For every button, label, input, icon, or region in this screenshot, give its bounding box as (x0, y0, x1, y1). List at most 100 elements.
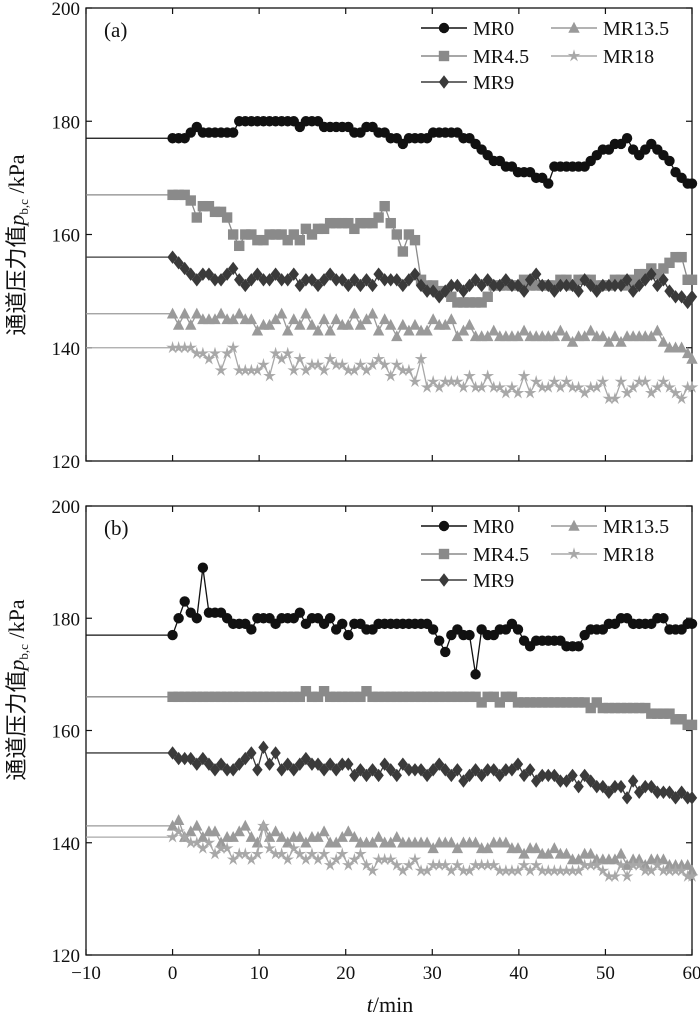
data-point (372, 324, 385, 336)
data-point (246, 273, 257, 287)
data-point (664, 284, 675, 298)
data-point (197, 267, 209, 281)
data-point (263, 841, 276, 854)
data-point (403, 324, 415, 336)
data-point (300, 307, 312, 319)
data-point (275, 830, 288, 842)
data-point (488, 763, 499, 777)
data-point (548, 330, 561, 342)
data-point (487, 380, 501, 393)
data-point (403, 691, 415, 703)
data-point (675, 864, 688, 877)
data-point (336, 830, 348, 842)
data-point (621, 273, 633, 287)
data-point (343, 629, 354, 641)
data-point (475, 380, 488, 393)
data-point (167, 691, 178, 703)
data-point (626, 380, 640, 393)
data-point (621, 859, 633, 870)
data-point (197, 751, 209, 766)
data-point (517, 369, 531, 382)
data-point (572, 380, 585, 393)
data-point (518, 274, 530, 285)
data-point (312, 278, 324, 293)
data-point (646, 708, 657, 719)
data-point (257, 358, 270, 371)
data-point (215, 757, 227, 771)
data-point (245, 830, 258, 842)
data-point (373, 768, 384, 783)
data-point (209, 763, 221, 777)
data-point (543, 278, 554, 293)
data-point (179, 596, 190, 607)
y-tick-label: 180 (52, 112, 81, 133)
data-point (264, 757, 275, 771)
data-point (585, 324, 597, 336)
data-point (341, 858, 355, 871)
data-point (173, 751, 184, 766)
data-point (397, 246, 409, 257)
data-point (579, 273, 590, 287)
data-point (178, 307, 191, 319)
data-point (179, 691, 190, 703)
data-point (385, 836, 397, 848)
data-point (232, 847, 246, 860)
data-point (555, 697, 566, 708)
data-point (444, 375, 458, 388)
data-point (366, 864, 379, 877)
data-point (197, 691, 209, 703)
data-point (469, 380, 482, 393)
data-point (415, 278, 427, 293)
data-point (621, 702, 633, 714)
data-point (258, 691, 269, 703)
data-point (191, 273, 203, 287)
legend-marker (438, 520, 450, 532)
data-point (602, 869, 616, 882)
data-point (324, 267, 336, 281)
chart-panel: 120 140 160 180 200 −10 0 10 20 30 40 50 60 (b) MR0 MR4… (52, 497, 700, 984)
data-point (664, 785, 675, 799)
data-point (512, 330, 524, 342)
data-point (609, 278, 621, 293)
data-point (312, 223, 324, 235)
plot-frame (85, 7, 693, 462)
data-point (573, 284, 584, 298)
data-point (294, 607, 306, 618)
data-point (444, 864, 458, 877)
data-point (263, 318, 276, 330)
data-point (379, 757, 390, 771)
data-point (361, 217, 372, 229)
data-point (318, 686, 330, 697)
data-point (251, 363, 264, 376)
data-point (282, 691, 293, 703)
data-point (202, 352, 216, 365)
data-point (681, 859, 694, 870)
data-point (458, 297, 469, 308)
data-point (488, 691, 499, 703)
data-point (530, 280, 542, 291)
data-point (432, 858, 446, 871)
data-point (324, 324, 336, 336)
data-point (686, 618, 698, 630)
data-point (208, 346, 222, 359)
data-point (511, 386, 525, 399)
data-point (240, 229, 251, 240)
data-point (276, 763, 287, 777)
data-point (348, 363, 361, 376)
data-point (427, 763, 439, 777)
data-point (427, 691, 439, 703)
x-tick-label: 60 (683, 963, 700, 984)
data-point (378, 852, 392, 866)
data-point (349, 223, 360, 235)
data-point (179, 189, 190, 201)
data-point (220, 346, 234, 359)
data-point (318, 273, 330, 287)
data-point (191, 757, 203, 771)
data-point (603, 785, 615, 799)
data-point (517, 858, 531, 871)
legend-marker (568, 519, 580, 531)
panel-label: (a) (104, 18, 127, 42)
data-point (481, 330, 494, 342)
data-point (579, 768, 590, 783)
data-point (414, 352, 428, 365)
